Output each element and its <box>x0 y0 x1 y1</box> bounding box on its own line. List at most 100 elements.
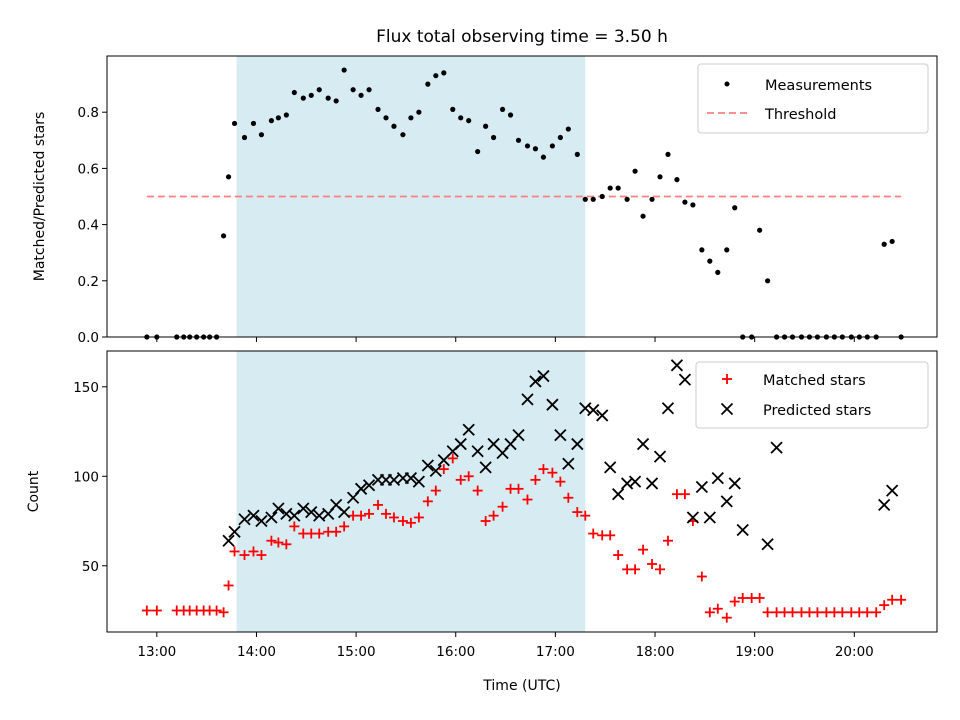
measurement-point <box>383 115 389 121</box>
ratio-y-tick-label: 0.8 <box>78 105 99 121</box>
predicted-star-point <box>272 502 285 515</box>
predicted-star-point <box>412 475 426 488</box>
cross-stroke-b <box>686 511 700 524</box>
legend-threshold-label: Threshold <box>764 107 836 123</box>
matched-star-point <box>896 594 907 605</box>
cross-stroke-b <box>720 402 734 416</box>
legend-measurements-label: Measurements <box>765 78 872 94</box>
x-axis-label: Time (UTC) <box>482 678 560 694</box>
measurement-point <box>665 151 671 157</box>
matched-star-point <box>289 521 300 532</box>
matched-star-point <box>211 605 222 616</box>
predicted-star-point <box>546 398 559 411</box>
predicted-star-point <box>265 511 278 524</box>
predicted-star-point <box>562 457 575 470</box>
matched-star-point <box>513 483 524 494</box>
cross-stroke-b <box>297 502 310 515</box>
measurement-point <box>540 154 547 160</box>
cross-stroke-b <box>554 428 567 442</box>
measurement-point <box>690 202 696 208</box>
matched-star-point <box>638 544 649 555</box>
measurement-point <box>391 123 397 129</box>
matched-star-point <box>729 596 740 607</box>
x-tick-label: 17:00 <box>536 644 575 660</box>
ratio-y-tick-label: 0.0 <box>78 330 99 346</box>
matched-star-point <box>273 537 284 548</box>
measurement-point <box>507 112 514 118</box>
matched-star-point <box>787 607 798 618</box>
cross-stroke-b <box>487 437 500 451</box>
count-y-tick-label: 100 <box>73 469 99 485</box>
measurement-point <box>283 112 289 118</box>
predicted-star-point <box>661 402 675 415</box>
matched-star-point <box>679 489 690 500</box>
cross-stroke-b <box>255 514 268 528</box>
measurement-point <box>499 106 506 112</box>
measurement-point <box>250 120 257 127</box>
matched-star-point <box>762 607 773 618</box>
predicted-star-point <box>653 450 667 463</box>
predicted-star-point <box>354 482 368 495</box>
matched-star-point <box>472 485 483 496</box>
cross-stroke-b <box>537 369 550 383</box>
cross-stroke-b <box>412 475 426 488</box>
measurement-point <box>574 151 580 157</box>
predicted-star-point <box>222 534 235 547</box>
count-y-tick-label: 50 <box>82 559 99 575</box>
measurement-point <box>466 118 472 124</box>
measurement-point <box>699 247 705 253</box>
cross-stroke-b <box>265 511 278 524</box>
cross-stroke-b <box>546 398 559 411</box>
measurement-point <box>732 205 738 211</box>
matched-star-point <box>380 508 391 519</box>
predicted-star-point <box>612 488 625 501</box>
measurement-point <box>333 98 339 104</box>
cross-stroke-b <box>886 484 899 497</box>
cross-stroke-b <box>313 509 326 522</box>
matched-star-point <box>704 607 715 618</box>
count-panel-legend: Matched stars Predicted stars <box>695 361 929 429</box>
measurement-point <box>515 137 522 143</box>
ratio-panel-y-ticks: 0.0 0.2 0.4 0.6 0.8 <box>78 105 107 346</box>
measurement-point <box>599 193 605 200</box>
measurement-point <box>632 168 638 174</box>
predicted-star-point <box>471 445 484 458</box>
measurement-point <box>433 73 439 79</box>
predicted-star-point <box>770 441 783 454</box>
measurement-point <box>341 67 347 73</box>
cross-stroke-b <box>429 464 442 478</box>
predicted-star-point <box>404 471 418 485</box>
ratio-panel-legend-box <box>697 63 929 134</box>
cross-stroke-b <box>305 505 318 519</box>
measurement-point <box>649 196 655 202</box>
cross-stroke-b <box>387 473 401 487</box>
predicted-star-point <box>288 509 301 522</box>
matched-star-point <box>655 564 666 575</box>
predicted-star-point <box>238 513 251 526</box>
legend-plus-glyph <box>722 374 732 384</box>
matched-star-point <box>497 501 508 512</box>
cross-stroke-b <box>222 534 235 547</box>
count-panel-y-ticks: 50 100 150 <box>73 380 107 575</box>
predicted-star-point <box>636 437 650 451</box>
matched-star-point <box>266 535 277 546</box>
measurement-point <box>300 95 306 101</box>
matched-star-point <box>837 607 848 618</box>
cross-stroke-b <box>736 523 749 537</box>
matched-star-point <box>356 510 367 521</box>
measurement-point <box>325 95 331 101</box>
cross-stroke-b <box>620 477 634 490</box>
predicted-star-point <box>521 393 534 406</box>
matched-star-point <box>480 516 491 527</box>
measurement-point <box>889 238 895 245</box>
matched-star-point <box>522 494 533 505</box>
matched-star-point <box>887 594 898 605</box>
matched-star-point <box>662 535 673 546</box>
cross-stroke-b <box>404 471 418 485</box>
cross-stroke-b <box>770 441 783 454</box>
cross-stroke-b <box>272 502 285 515</box>
measurement-point <box>350 87 356 93</box>
matched-star-point <box>218 607 229 618</box>
cross-stroke-b <box>661 402 675 415</box>
measurement-point <box>532 146 539 152</box>
